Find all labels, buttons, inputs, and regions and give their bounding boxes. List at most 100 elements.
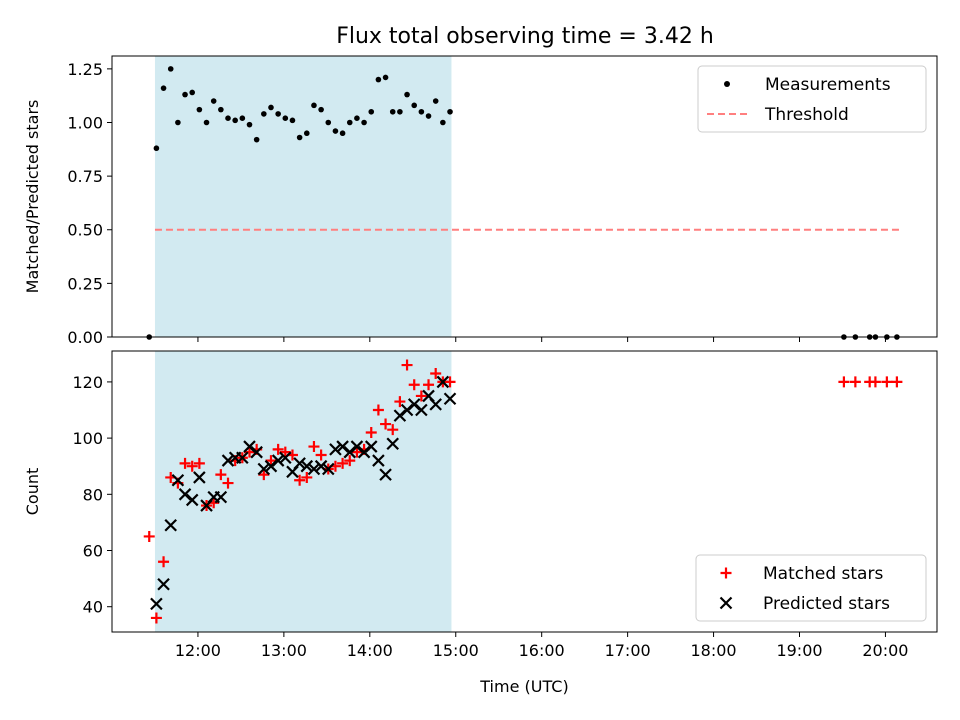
- matched-star-point: [351, 446, 363, 458]
- matched-star-point: [430, 367, 442, 379]
- predicted-star-point: [314, 459, 328, 473]
- measurement-point: [189, 89, 196, 96]
- matched-star-point: [365, 426, 377, 438]
- y-tick-label: 1.00: [67, 113, 103, 132]
- x-tick-label: 18:00: [691, 641, 737, 660]
- predicted-star-point: [164, 518, 178, 532]
- predicted-star-point: [429, 398, 442, 411]
- measurement-point: [275, 111, 281, 117]
- measurement-point: [289, 117, 296, 124]
- y-tick-label: 0.25: [67, 274, 103, 293]
- y-tick-label: 80: [83, 485, 103, 504]
- y-axis-label: Count: [23, 468, 42, 516]
- measurement-point: [282, 115, 289, 122]
- y-tick-label: 60: [83, 542, 103, 561]
- predicted-star-point: [372, 454, 385, 467]
- measurement-point: [425, 113, 432, 119]
- matched-star-point: [881, 376, 893, 388]
- matched-star-point: [387, 424, 399, 436]
- predicted-star-point: [436, 375, 450, 389]
- measurement-point: [325, 119, 332, 126]
- x-tick-label: 14:00: [347, 641, 393, 660]
- matched-star-point: [258, 469, 270, 481]
- matched-star-point: [380, 418, 392, 430]
- legend-predicted-label: Predicted stars: [763, 594, 890, 614]
- matched-star-point: [394, 396, 406, 408]
- legend-matched-label: Matched stars: [763, 564, 883, 584]
- measurement-point: [225, 115, 231, 122]
- measurement-point: [354, 115, 360, 122]
- observing-window-shade: [154, 56, 452, 337]
- y-tick-label: 40: [83, 598, 103, 617]
- measurement-point: [182, 91, 188, 98]
- matched-star-point: [415, 390, 427, 402]
- predicted-star-point: [279, 451, 292, 465]
- measurement-point: [246, 121, 253, 128]
- bottom-plot-frame: [111, 350, 938, 633]
- matched-star-point: [279, 446, 291, 458]
- measurement-point: [203, 119, 210, 126]
- measurement-point: [339, 130, 346, 137]
- predicted-star-point: [443, 392, 457, 406]
- bottom-legend-box: [695, 554, 927, 622]
- matched-star-point: [222, 477, 234, 489]
- measurement-point: [332, 128, 339, 134]
- matched-star-point: [337, 457, 349, 469]
- measurement-point: [318, 106, 324, 113]
- measurement-point: [196, 106, 203, 113]
- measurement-point: [210, 98, 217, 104]
- predicted-star-point: [171, 473, 185, 487]
- predicted-star-point: [364, 440, 378, 453]
- measurement-point: [440, 119, 446, 126]
- matched-star-point: [265, 455, 277, 467]
- x-tick-label: 19:00: [776, 641, 822, 660]
- predicted-star-point: [293, 457, 306, 470]
- matched-star-point: [193, 457, 205, 469]
- predicted-star-point: [415, 403, 428, 417]
- matched-star-point: [143, 530, 155, 542]
- legend-threshold-label: Threshold: [764, 105, 849, 125]
- measurement-point: [232, 117, 238, 124]
- measurement-point: [218, 106, 224, 113]
- matched-star-point: [301, 471, 313, 483]
- matched-star-point: [272, 443, 284, 455]
- matched-star-point: [315, 449, 327, 461]
- y-axis-label: Matched/Predicted stars: [23, 100, 42, 294]
- legend-measurements-marker: [724, 81, 730, 87]
- measurement-point: [418, 108, 425, 115]
- bottom-panel-star-counts: 40 60 80 100 120 12:00 13:00 14:00 15:00 16:00 17:…: [23, 350, 938, 696]
- observing-window-shade: [154, 351, 452, 632]
- predicted-star-point: [193, 471, 206, 484]
- measurement-point: [296, 134, 303, 141]
- top-plot-frame: [111, 55, 938, 338]
- matched-star-point: [401, 359, 413, 371]
- predicted-star-point: [300, 459, 314, 473]
- measurement-point: [368, 108, 375, 115]
- x-tick-label: 15:00: [433, 641, 479, 660]
- matched-star-point: [849, 376, 861, 388]
- predicted-star-point: [221, 454, 235, 467]
- matched-star-point: [423, 379, 435, 391]
- y-tick-label: 1.25: [67, 60, 103, 79]
- measurement-point: [382, 74, 389, 81]
- y-tick-label: 120: [72, 373, 103, 392]
- y-tick-label: 0.75: [67, 167, 103, 186]
- measurement-point: [175, 119, 181, 126]
- matched-star-point: [308, 441, 320, 453]
- x-tick-label: 17:00: [605, 641, 651, 660]
- matched-star-point: [179, 457, 191, 469]
- predicted-star-point: [379, 468, 392, 481]
- measurement-point: [311, 102, 317, 109]
- matched-star-point: [869, 376, 881, 388]
- legend-measurements-label: Measurements: [765, 75, 891, 95]
- matched-star-point: [344, 455, 356, 467]
- predicted-star-point: [185, 493, 199, 507]
- predicted-star-point: [271, 454, 285, 467]
- y-tick-label: 0.00: [67, 328, 103, 347]
- matched-star-point: [408, 379, 420, 391]
- measurement-point: [447, 108, 453, 115]
- top-legend-box: [697, 65, 927, 133]
- x-tick-label: 13:00: [261, 641, 307, 660]
- predicted-star-point: [157, 577, 170, 591]
